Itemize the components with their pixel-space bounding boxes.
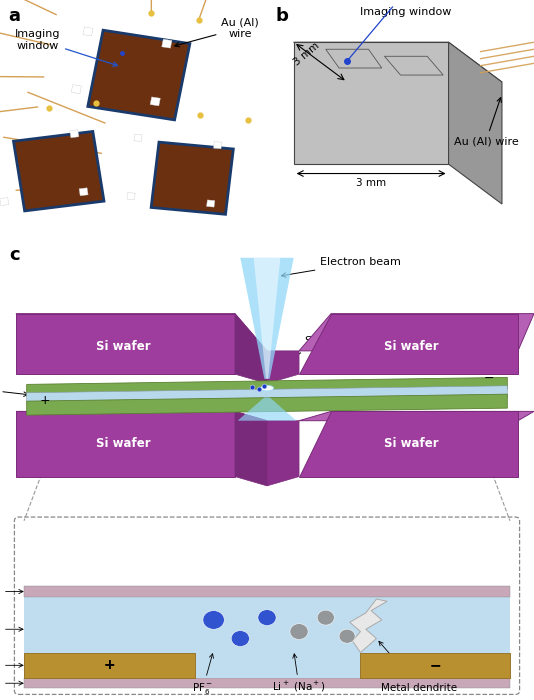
Ellipse shape [261, 385, 274, 391]
Ellipse shape [290, 624, 308, 640]
Polygon shape [16, 412, 267, 421]
Ellipse shape [231, 631, 249, 647]
Polygon shape [16, 314, 235, 374]
Polygon shape [71, 85, 82, 94]
Polygon shape [134, 134, 142, 141]
Text: −: − [429, 658, 441, 672]
Ellipse shape [258, 610, 276, 626]
Text: Si wafer: Si wafer [384, 340, 438, 353]
Text: +: + [40, 394, 51, 407]
Text: SiN$_x$: SiN$_x$ [0, 584, 23, 598]
Text: Imaging
window: Imaging window [14, 29, 117, 66]
Polygon shape [294, 42, 449, 164]
Polygon shape [27, 377, 507, 396]
Text: +: + [104, 658, 115, 672]
Polygon shape [127, 193, 135, 200]
Text: b: b [275, 7, 288, 25]
Ellipse shape [317, 610, 334, 625]
Bar [360, 652, 510, 678]
Polygon shape [294, 42, 502, 82]
Polygon shape [238, 398, 296, 421]
FancyBboxPatch shape [14, 517, 520, 694]
Text: a: a [8, 7, 20, 25]
Polygon shape [88, 30, 190, 120]
Bar [24, 587, 510, 596]
Polygon shape [214, 141, 222, 149]
Polygon shape [79, 188, 88, 196]
Polygon shape [235, 412, 267, 486]
Bar [24, 678, 510, 688]
Polygon shape [83, 27, 93, 36]
Bar [24, 652, 195, 678]
Ellipse shape [203, 610, 224, 629]
Text: 3 mm: 3 mm [356, 178, 386, 188]
Bar [360, 652, 510, 678]
Polygon shape [0, 197, 9, 206]
Text: PF$_6^-$: PF$_6^-$ [192, 654, 214, 696]
Text: −: − [429, 658, 441, 672]
Text: SiN$_x$: SiN$_x$ [273, 335, 329, 372]
Text: SiN$_x$: SiN$_x$ [0, 676, 23, 690]
Polygon shape [151, 142, 233, 214]
Bar [24, 652, 195, 678]
Polygon shape [299, 314, 518, 374]
Text: c: c [10, 246, 20, 264]
Text: 3 mm: 3 mm [292, 41, 322, 67]
Polygon shape [70, 130, 79, 138]
Polygon shape [240, 258, 294, 379]
Text: Au (Al) wire: Au (Al) wire [453, 97, 519, 146]
Polygon shape [299, 412, 534, 421]
Polygon shape [449, 42, 502, 204]
Polygon shape [350, 599, 387, 652]
Polygon shape [27, 394, 507, 415]
Text: −: − [483, 372, 494, 385]
Text: Electrode: Electrode [0, 660, 23, 671]
Polygon shape [235, 314, 267, 384]
Polygon shape [16, 412, 235, 477]
Text: Li$^+$ (Na$^+$): Li$^+$ (Na$^+$) [272, 654, 326, 694]
Polygon shape [254, 258, 280, 379]
Polygon shape [207, 200, 215, 207]
Text: +: + [104, 658, 115, 672]
Text: Si wafer: Si wafer [96, 340, 150, 353]
Polygon shape [16, 314, 267, 351]
Text: Metal dendrite: Metal dendrite [379, 641, 457, 693]
Text: Electron beam: Electron beam [281, 258, 401, 277]
Ellipse shape [339, 629, 355, 643]
Polygon shape [267, 421, 299, 486]
Polygon shape [384, 56, 443, 75]
Polygon shape [13, 132, 104, 211]
Polygon shape [150, 97, 160, 106]
Polygon shape [299, 314, 534, 351]
Polygon shape [299, 412, 518, 477]
Bar [24, 596, 510, 678]
Text: Si wafer: Si wafer [384, 438, 438, 451]
Text: Si wafer: Si wafer [96, 438, 150, 451]
Polygon shape [162, 39, 172, 48]
Polygon shape [326, 49, 382, 68]
Text: Electrode: Electrode [0, 383, 28, 396]
Text: Au (Al)
wire: Au (Al) wire [175, 18, 259, 47]
Text: Electrolyte: Electrolyte [0, 624, 23, 634]
Text: Imaging window: Imaging window [360, 7, 452, 17]
Polygon shape [267, 351, 299, 384]
Polygon shape [27, 386, 507, 405]
